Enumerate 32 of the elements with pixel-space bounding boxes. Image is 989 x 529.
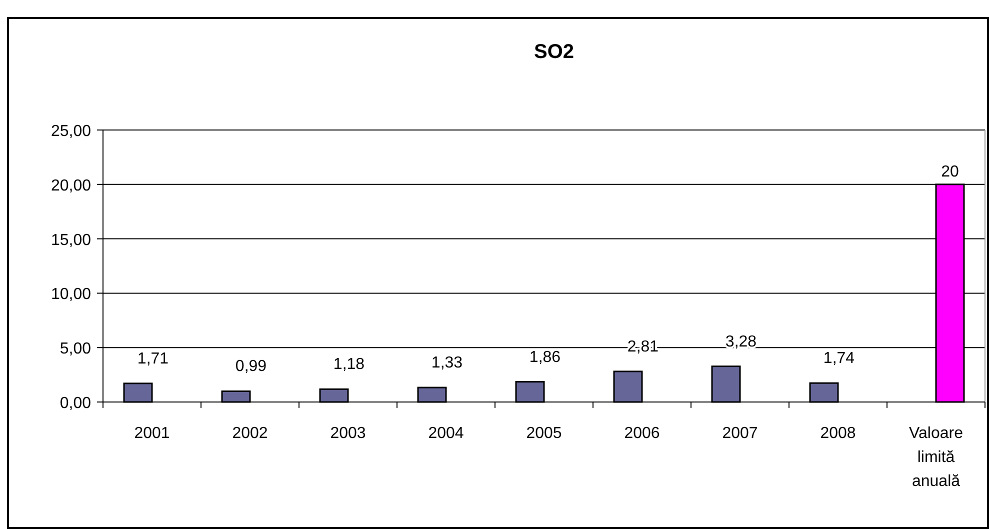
x-tick-label: 2001 bbox=[134, 425, 170, 442]
x-tick-label: 2002 bbox=[232, 425, 268, 442]
x-tick-label: 2008 bbox=[820, 425, 856, 442]
data-label: 3,28 bbox=[725, 333, 757, 350]
bar bbox=[711, 366, 741, 403]
y-tick-label: 15,00 bbox=[50, 232, 92, 249]
x-tick-label: 2003 bbox=[330, 425, 366, 442]
data-label: 1,74 bbox=[823, 350, 855, 368]
bar bbox=[123, 382, 153, 403]
y-tick-label: 20,00 bbox=[50, 177, 92, 194]
y-tick-label: 5,00 bbox=[60, 340, 92, 358]
bar bbox=[613, 370, 643, 403]
x-tick-label: 2004 bbox=[428, 425, 464, 442]
data-label: 1,86 bbox=[529, 348, 561, 366]
bar bbox=[515, 381, 545, 403]
bar bbox=[319, 388, 349, 403]
y-tick-label: 0,00 bbox=[60, 395, 92, 412]
x-tick-label: 2006 bbox=[624, 425, 660, 442]
chart-title: SO2 bbox=[534, 41, 574, 63]
data-label: 0,99 bbox=[235, 358, 267, 376]
data-label: 1,71 bbox=[137, 350, 169, 368]
x-tick-label: Valoare limită anuală bbox=[909, 425, 964, 490]
y-tick-label: 25,00 bbox=[50, 123, 92, 140]
bar bbox=[809, 382, 839, 403]
bar bbox=[417, 386, 447, 403]
x-tick-label: 2007 bbox=[722, 425, 758, 442]
data-label: 20 bbox=[941, 163, 959, 180]
bar bbox=[221, 390, 251, 403]
x-tick-label: 2005 bbox=[526, 425, 562, 442]
data-label: 1,33 bbox=[431, 354, 463, 372]
y-tick-label: 10,00 bbox=[50, 286, 92, 304]
data-label: 1,18 bbox=[333, 356, 365, 374]
